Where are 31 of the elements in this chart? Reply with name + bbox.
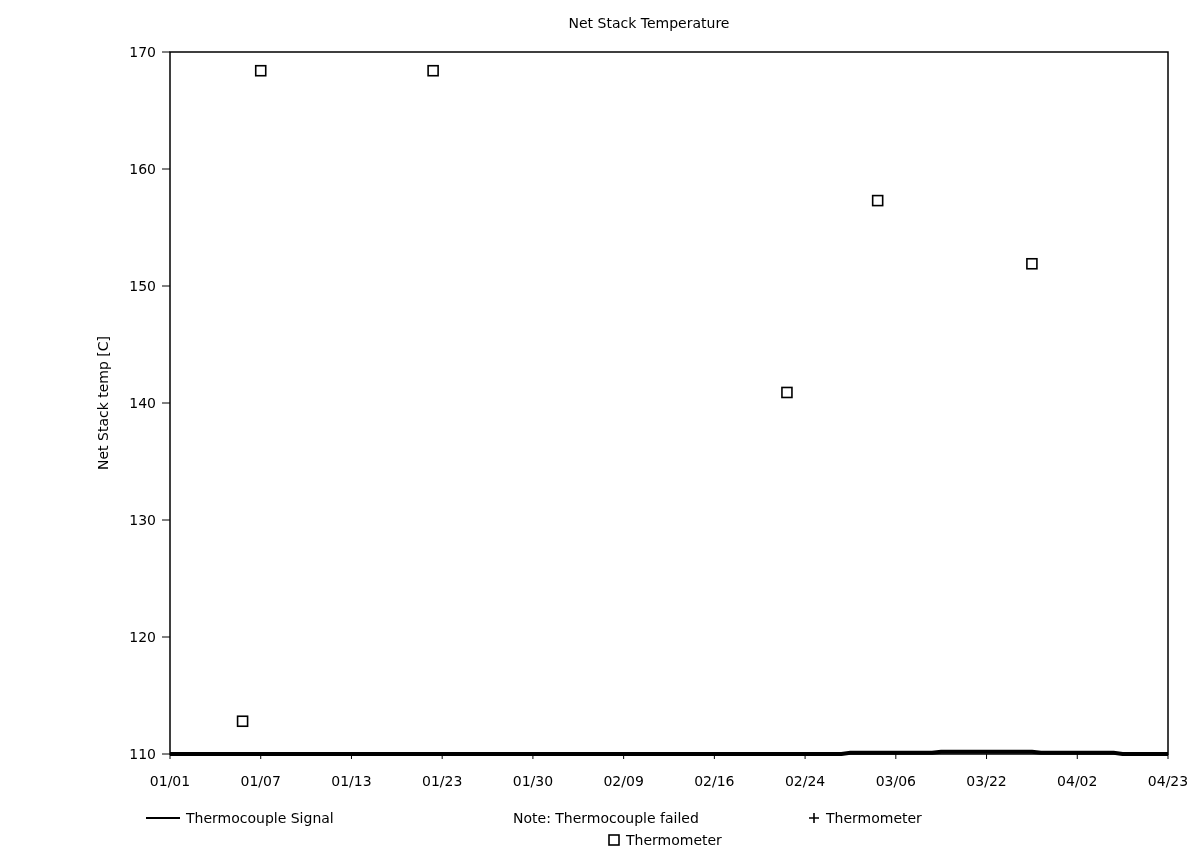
legend-label: Thermocouple Signal: [185, 810, 334, 826]
x-tick-label: 02/09: [603, 773, 644, 789]
y-tick-label: 150: [129, 277, 156, 294]
y-tick-label: 160: [129, 160, 156, 177]
x-tick-label: 03/06: [875, 773, 917, 789]
chart-title: Net Stack Temperature: [568, 15, 730, 31]
y-tick-label: 130: [129, 511, 156, 528]
legend-label: Thermometer: [825, 810, 923, 826]
y-tick-label: 170: [129, 43, 156, 60]
x-tick-label: 02/24: [784, 773, 826, 789]
y-tick-label: 120: [129, 628, 156, 645]
x-tick-label: 01/30: [512, 773, 554, 789]
x-tick-label: 01/01: [149, 773, 191, 789]
y-tick-label: 110: [129, 745, 156, 762]
y-tick-label: 140: [129, 394, 156, 411]
x-tick-label: 04/23: [1147, 773, 1189, 789]
legend-label: Thermometer: [625, 832, 723, 848]
point: [1026, 257, 1038, 270]
x-tick-label: 04/02: [1057, 773, 1098, 789]
point: [781, 386, 793, 399]
point: [427, 64, 439, 77]
x-tick-label: 02/16: [694, 773, 735, 789]
y-axis-title: Net Stack temp [C]: [95, 335, 111, 471]
point: [236, 715, 249, 728]
x-tick-label: 03/22: [966, 773, 1007, 789]
point: [871, 194, 884, 207]
point: [254, 64, 267, 77]
text: Note: Thermocouple failed: [513, 810, 699, 826]
x-tick-label: 01/23: [422, 773, 463, 789]
x-tick-label: 01/07: [240, 773, 281, 789]
x-tick-label: 01/13: [331, 773, 372, 789]
